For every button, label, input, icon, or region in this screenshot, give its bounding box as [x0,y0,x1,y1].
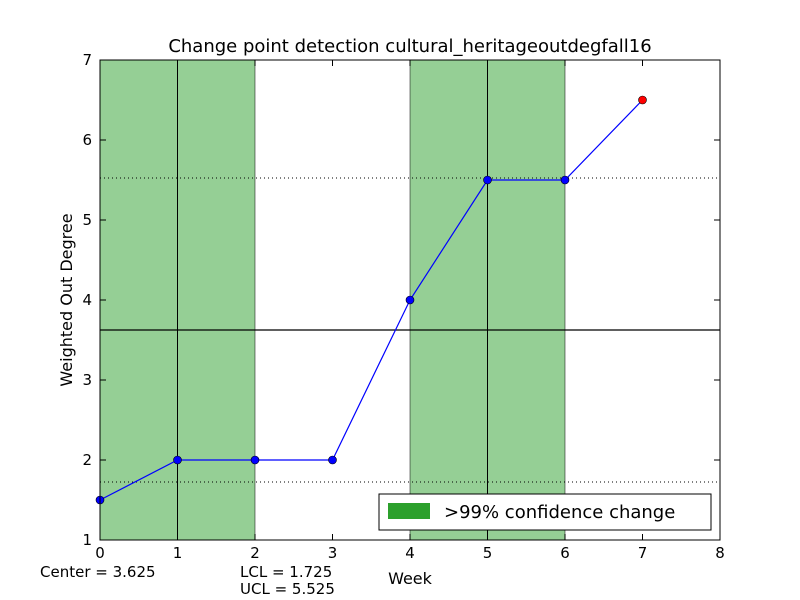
data-point [483,175,492,185]
last-data-point [638,95,647,105]
x-tick-label: 7 [638,544,648,562]
y-axis-label: Weighted Out Degree [57,213,76,386]
legend-label: >99% confidence change [444,502,675,523]
x-tick-label: 5 [483,544,493,562]
series-polyline [99,99,643,501]
x-tick-label: 3 [328,544,338,562]
y-tick-label: 1 [82,531,92,549]
x-tick-label: 0 [95,544,105,562]
chart-title: Change point detection cultural_heritage… [168,36,651,57]
data-point [560,175,570,185]
y-tick-label: 2 [82,451,92,469]
x-tick-label: 6 [560,544,570,562]
data-point [250,455,260,465]
x-tick-label: 2 [250,544,260,562]
y-tick-label: 6 [82,131,92,149]
y-tick-label: 4 [82,291,92,309]
data-point [328,455,337,465]
y-tick-label: 7 [82,51,92,69]
x-axis-label: Week [388,569,433,588]
ucl-annotation: UCL = 5.525 [240,580,335,598]
data-point [173,455,182,465]
center-annotation: Center = 3.625 [40,563,156,581]
control-lines [100,177,720,483]
y-tick-label: 5 [82,211,92,229]
legend: >99% confidence change [378,493,712,531]
lcl-annotation: LCL = 1.725 [240,563,332,581]
legend-swatch [388,503,430,519]
x-tick-label: 1 [173,544,183,562]
legend-box [378,493,712,531]
y-tick-label: 3 [82,371,92,389]
confidence-regions [99,59,566,541]
data-point [405,295,415,305]
x-tick-label: 4 [405,544,415,562]
x-tick-label: 8 [715,544,725,562]
